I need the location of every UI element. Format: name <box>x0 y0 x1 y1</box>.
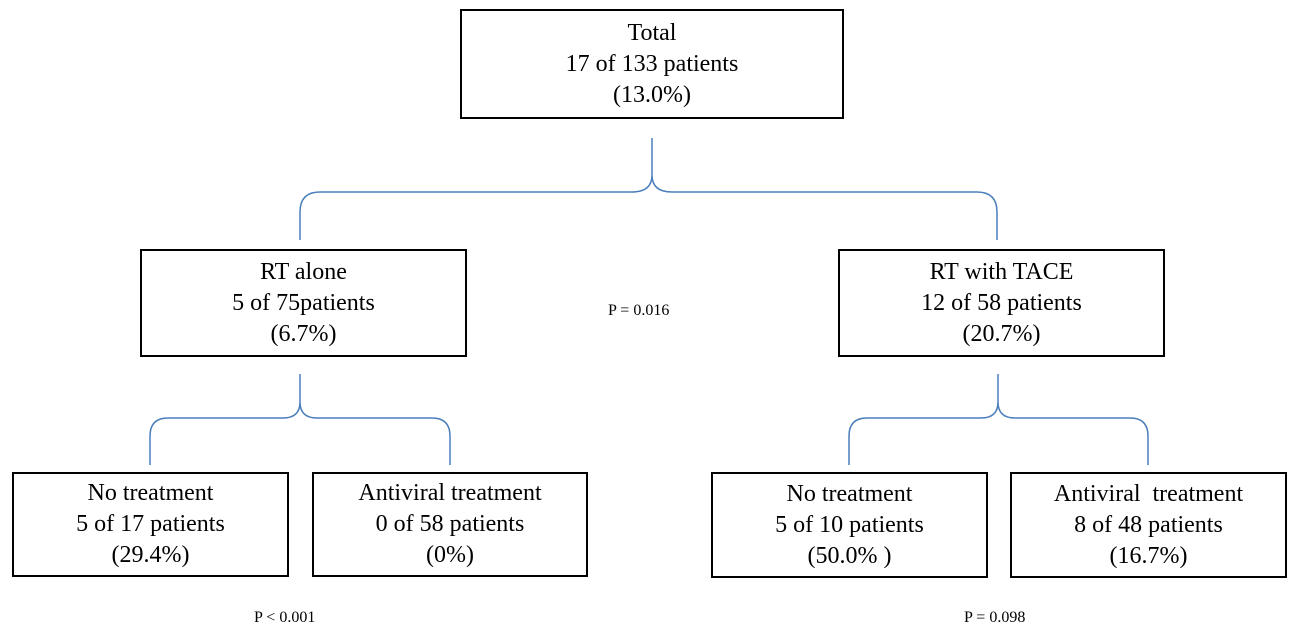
rt-tace-antiviral-title: Antiviral treatment <box>1053 480 1244 507</box>
brace-rt-tace-to-subgroups <box>848 374 1149 465</box>
rt-alone-no-treatment-title: No treatment <box>87 480 214 506</box>
p-value-rt-tace-subgroups: P = 0.098 <box>964 609 1026 626</box>
rt-tace-no-treatment-box: No treatment 5 of 10 patients (50.0% ) <box>711 472 988 578</box>
p-value-rt-comparison: P = 0.016 <box>608 302 670 319</box>
rt-tace-antiviral-box: Antiviral treatment 8 of 48 patients (16… <box>1010 472 1287 578</box>
total-percentage: (13.0%) <box>613 81 691 108</box>
rt-alone-no-treatment-box: No treatment 5 of 17 patients (29.4%) <box>12 472 289 577</box>
rt-alone-antiviral-count: 0 of 58 patients <box>375 511 525 537</box>
rt-with-tace-count: 12 of 58 patients <box>921 289 1082 316</box>
rt-alone-box: RT alone 5 of 75patients (6.7%) <box>140 249 467 357</box>
rt-alone-antiviral-title: Antiviral treatment <box>358 480 542 506</box>
rt-alone-no-treatment-count: 5 of 17 patients <box>76 511 225 537</box>
rt-tace-no-treatment-title: No treatment <box>786 480 913 507</box>
brace-total-to-rt-groups <box>299 138 998 240</box>
p-value-rt-alone-subgroups: P < 0.001 <box>254 609 316 626</box>
rt-tace-antiviral-percentage: (16.7%) <box>1109 542 1188 569</box>
rt-alone-antiviral-box: Antiviral treatment 0 of 58 patients (0%… <box>312 472 588 577</box>
total-count: 17 of 133 patients <box>565 50 739 77</box>
rt-alone-no-treatment-percentage: (29.4%) <box>111 542 190 568</box>
rt-alone-percentage: (6.7%) <box>270 320 337 347</box>
rt-with-tace-title: RT with TACE <box>929 258 1074 285</box>
rt-with-tace-percentage: (20.7%) <box>962 320 1041 347</box>
rt-tace-antiviral-count: 8 of 48 patients <box>1074 511 1223 538</box>
rt-alone-antiviral-percentage: (0%) <box>426 542 474 568</box>
rt-with-tace-box: RT with TACE 12 of 58 patients (20.7%) <box>838 249 1165 357</box>
rt-tace-no-treatment-count: 5 of 10 patients <box>775 511 924 538</box>
rt-tace-no-treatment-percentage: (50.0% ) <box>807 542 892 569</box>
total-title: Total <box>627 19 677 46</box>
rt-alone-title: RT alone <box>260 258 347 285</box>
total-box: Total 17 of 133 patients (13.0%) <box>460 9 844 119</box>
brace-rt-alone-to-subgroups <box>149 374 451 465</box>
rt-alone-count: 5 of 75patients <box>232 289 375 316</box>
